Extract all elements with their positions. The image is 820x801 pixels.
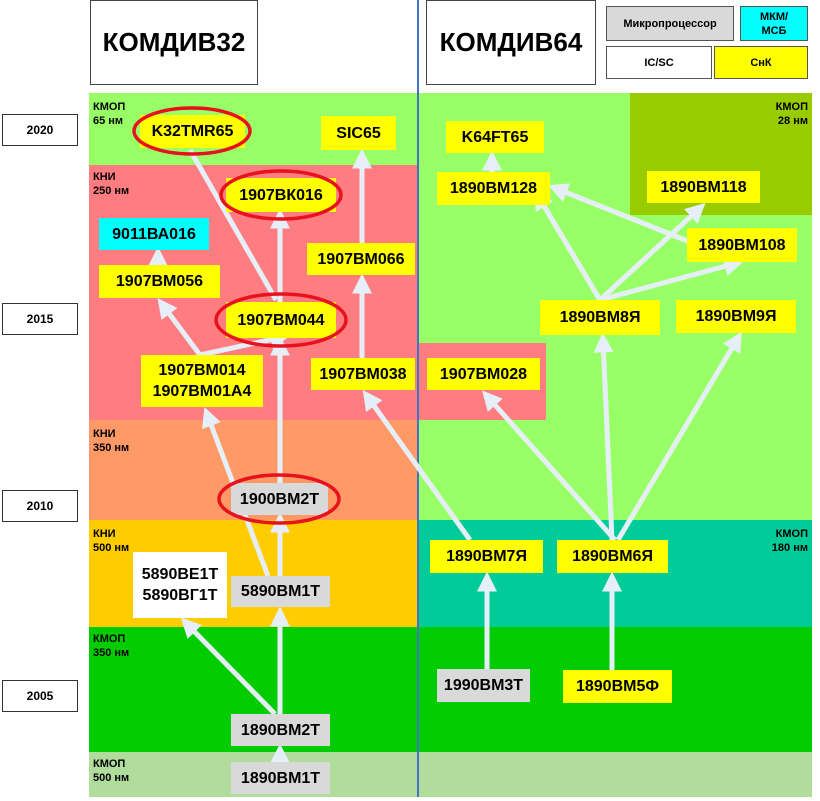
chip-1890bm128[interactable]: 1890ВМ128 (437, 172, 550, 205)
chip-1890bm5f[interactable]: 1890ВМ5Ф (563, 670, 672, 703)
tech-label: КНИ 250 нм (93, 171, 130, 197)
arrow (599, 256, 745, 303)
year-2010: 2010 (2, 490, 78, 522)
chip-1890bm1t[interactable]: 1890ВМ1Т (231, 762, 330, 794)
chip-9011ba016[interactable]: 9011ВА016 (99, 218, 209, 250)
chip-1890bm7ya[interactable]: 1890ВМ7Я (430, 540, 543, 573)
tech-label: КНИ 500 нм (93, 528, 130, 554)
year-2005: 2005 (2, 680, 78, 712)
chip-1890bm9ya[interactable]: 1890ВМ9Я (676, 300, 796, 333)
arrow (534, 189, 603, 302)
divider-line (417, 0, 419, 797)
tech-label: КМОП 500 нм (93, 758, 130, 784)
chip-1890bm6ya[interactable]: 1890ВМ6Я (557, 540, 668, 573)
arrow (598, 202, 706, 302)
legend-microprocessor: Микропроцессор (606, 6, 734, 41)
header-komdiv64: КОМДИВ64 (426, 0, 596, 85)
arrow (199, 329, 291, 358)
tech-label: КМОП 28 нм (775, 101, 808, 127)
chip-1890bm108[interactable]: 1890ВМ108 (687, 228, 797, 262)
legend-mkm: МКМ/ МСБ (740, 6, 808, 41)
chip-5890be1t[interactable]: 5890ВЕ1Т 5890ВГ1Т (133, 552, 227, 618)
arrow (593, 332, 615, 541)
tech-label: КМОП 350 нм (93, 633, 130, 659)
header-komdiv32: КОМДИВ32 (90, 0, 258, 85)
arrow (615, 331, 742, 542)
arrow (180, 617, 277, 716)
year-2020: 2020 (2, 114, 78, 146)
chip-1890bm8ya[interactable]: 1890ВМ8Я (540, 300, 660, 335)
chip-1907bk016[interactable]: 1907ВК016 (226, 178, 336, 212)
chip-1890bm2t[interactable]: 1890ВМ2Т (231, 714, 330, 746)
year-2015: 2015 (2, 303, 78, 335)
chip-1907bm038[interactable]: 1907ВМ038 (311, 358, 415, 390)
arrow (482, 390, 617, 542)
band-cmos500 (89, 752, 812, 797)
chip-k32tmr65[interactable]: K32TMR65 (140, 115, 245, 148)
legend-snk: СнК (714, 46, 808, 79)
tech-label: КМОП 180 нм (771, 528, 808, 554)
chip-sic65[interactable]: SIC65 (321, 116, 396, 150)
legend-icsc: IC/SC (606, 46, 712, 79)
chip-1907bm028[interactable]: 1907ВМ028 (427, 358, 540, 390)
arrow (157, 297, 203, 357)
chip-1907bm014[interactable]: 1907ВМ014 1907ВМ01А4 (141, 355, 263, 407)
tech-label: КМОП 65 нм (93, 101, 126, 127)
connector (187, 148, 279, 302)
chip-1907bm056[interactable]: 1907ВМ056 (99, 265, 220, 298)
tech-label: КНИ 350 нм (93, 428, 130, 454)
chip-1990bm3t[interactable]: 1990ВМ3Т (437, 669, 530, 702)
chip-1907bm066[interactable]: 1907ВМ066 (307, 243, 415, 275)
chip-5890bm1t[interactable]: 5890ВМ1Т (231, 576, 330, 607)
chip-k64ft65[interactable]: K64FT65 (446, 121, 544, 153)
chip-1907bm044[interactable]: 1907ВМ044 (226, 302, 336, 338)
arrow (548, 183, 691, 245)
chip-1890bm118[interactable]: 1890ВМ118 (647, 171, 760, 203)
chip-1900bm2t[interactable]: 1900ВМ2Т (231, 483, 328, 515)
arrow (362, 389, 473, 542)
